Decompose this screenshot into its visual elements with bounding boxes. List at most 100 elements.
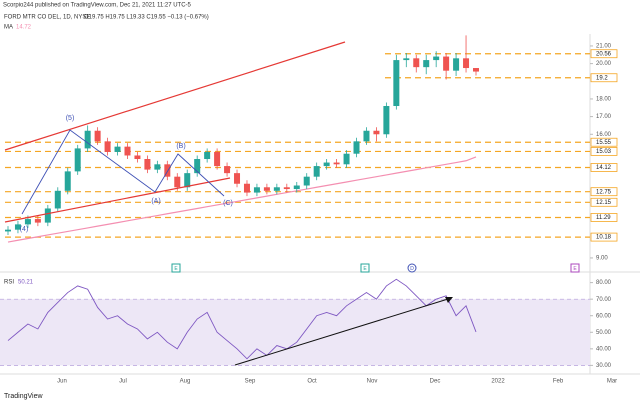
candle-body xyxy=(323,162,330,167)
candle-body xyxy=(44,208,51,223)
candle-body xyxy=(74,148,81,172)
candle-body xyxy=(303,176,310,186)
candle-body xyxy=(204,151,211,160)
candle-body xyxy=(463,58,470,69)
level-label: 12.15 xyxy=(596,200,612,206)
y-tick-label: 80.00 xyxy=(596,280,612,286)
symbol: FORD MTR CO DEL, 1D, NYSE xyxy=(4,15,90,21)
rsi-arrow xyxy=(234,298,449,366)
x-tick-label: Aug xyxy=(180,379,191,385)
publisher: Scorpio244 published on TradingView.com,… xyxy=(3,3,192,9)
candle-body xyxy=(84,130,91,149)
rsi-line xyxy=(7,278,477,360)
level-tag xyxy=(590,213,618,222)
candle-body xyxy=(433,56,440,61)
candle-body xyxy=(343,153,350,165)
level-tag xyxy=(590,73,618,83)
candle-body xyxy=(64,171,71,191)
x-tick-label: Dec xyxy=(430,379,441,385)
candle-body xyxy=(413,58,420,68)
ma-line xyxy=(7,156,477,243)
candle-body xyxy=(243,183,250,193)
event-marker xyxy=(171,263,181,273)
y-tick-label: 30.00 xyxy=(596,363,612,369)
level-label: 10.18 xyxy=(596,235,612,241)
candle-body xyxy=(224,166,231,174)
x-tick-label: Jul xyxy=(119,379,127,385)
x-tick-label: Mar xyxy=(607,379,617,385)
level-tag xyxy=(590,187,618,197)
rsi-name: RSI xyxy=(4,280,14,286)
candle-body xyxy=(453,58,460,71)
level-label: 11.29 xyxy=(596,215,611,221)
level-tag xyxy=(590,197,618,207)
candle-body xyxy=(174,176,181,188)
candle-body xyxy=(403,58,410,61)
level-label: 15.55 xyxy=(596,140,612,146)
wave-label: (B) xyxy=(176,143,185,150)
event-marker xyxy=(407,263,417,273)
level-label: 19.2 xyxy=(596,75,608,81)
candle-body xyxy=(363,130,370,142)
event-label: E xyxy=(174,266,178,272)
y-tick-label: 16.00 xyxy=(596,132,612,138)
quote: O19.75 H19.75 L19.33 C19.55 −0.13 (−0.67… xyxy=(84,15,209,21)
level-label: 12.75 xyxy=(596,189,612,195)
ma-name: MA xyxy=(4,25,13,31)
candle-body xyxy=(373,130,380,135)
candle-body xyxy=(473,68,479,72)
y-tick-label: 50.00 xyxy=(596,330,612,336)
wave-label: (C) xyxy=(223,200,233,207)
candle-body xyxy=(353,141,360,154)
candle-body xyxy=(164,164,171,177)
event-label: E xyxy=(573,266,577,272)
candle-body xyxy=(24,219,31,225)
wave-label: (5) xyxy=(66,115,75,122)
lower-trendline xyxy=(4,177,231,223)
wave-line xyxy=(21,129,225,215)
candle-body xyxy=(383,106,390,135)
x-tick-label: Sep xyxy=(245,379,256,385)
y-tick-label: 40.00 xyxy=(596,346,612,352)
level-tag xyxy=(590,137,618,147)
candle-body xyxy=(423,60,430,68)
candle-body xyxy=(14,224,21,230)
candle-body xyxy=(94,130,101,142)
x-tick-label: 2022 xyxy=(491,379,505,385)
level-tag xyxy=(590,163,618,172)
candle-body xyxy=(283,187,290,190)
event-label: D xyxy=(410,266,414,272)
candle-body xyxy=(34,219,41,223)
upper-trendline xyxy=(4,41,346,151)
candle-body xyxy=(313,166,320,177)
candle-body xyxy=(214,151,221,167)
level-label: 15.03 xyxy=(596,149,612,155)
candle-body xyxy=(5,229,11,232)
x-tick-label: Feb xyxy=(553,379,564,385)
y-tick-label: 9.00 xyxy=(596,256,608,262)
rsi-band xyxy=(0,299,590,366)
level-tag xyxy=(590,232,618,242)
y-tick-label: 20.00 xyxy=(596,61,612,67)
candle-body xyxy=(194,159,201,174)
footer-logo: TradingView xyxy=(4,393,43,400)
candle-body xyxy=(124,146,131,156)
event-marker xyxy=(360,263,370,273)
y-tick-label: 17.00 xyxy=(596,114,612,120)
level-label: 20.56 xyxy=(596,51,612,57)
candle-body xyxy=(393,60,400,107)
level-tag xyxy=(590,49,618,59)
candle-body xyxy=(263,187,270,191)
candle-body xyxy=(144,159,151,170)
candle-body xyxy=(443,56,450,71)
wave-label: (A) xyxy=(151,198,160,205)
ma-value: 14.72 xyxy=(16,25,32,31)
y-tick-label: 21.00 xyxy=(596,44,612,50)
rsi-value: 50.21 xyxy=(18,280,34,286)
x-tick-label: Oct xyxy=(307,379,317,385)
level-tag xyxy=(590,147,618,156)
y-tick-label: 18.00 xyxy=(596,97,612,103)
candle-body xyxy=(333,162,340,165)
level-label: 14.12 xyxy=(596,165,612,171)
